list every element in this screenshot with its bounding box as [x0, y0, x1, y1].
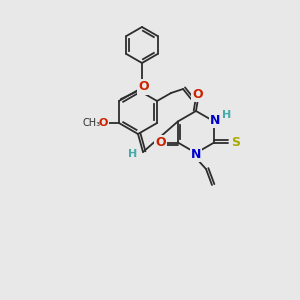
Text: O: O — [139, 80, 149, 94]
Text: S: S — [231, 136, 240, 149]
Text: H: H — [222, 110, 231, 121]
Text: N: N — [191, 148, 201, 160]
Text: O: O — [193, 88, 203, 100]
Text: H: H — [128, 149, 138, 159]
Text: N: N — [210, 114, 220, 127]
Text: CH₃: CH₃ — [83, 118, 101, 128]
Text: O: O — [98, 118, 108, 128]
Text: O: O — [155, 136, 166, 149]
